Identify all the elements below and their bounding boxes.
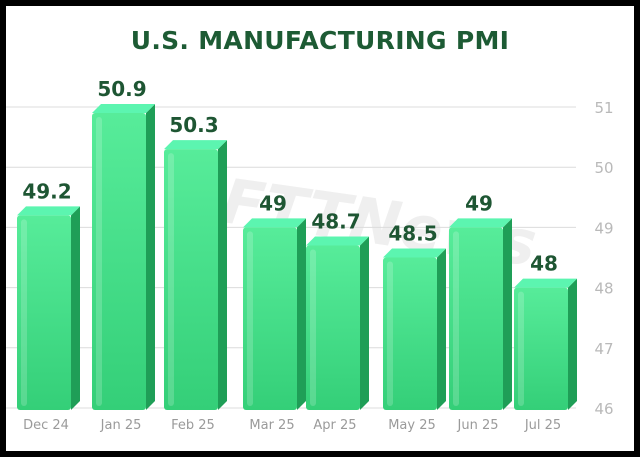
y-tick-label: 48: [594, 280, 613, 298]
bar: [243, 218, 306, 410]
bar: [17, 206, 80, 410]
data-label: 50.3: [169, 113, 218, 137]
y-tick-label: 50: [594, 159, 613, 177]
bar-front-face: [449, 227, 503, 410]
bar-front-face: [243, 227, 297, 410]
bar-front-face: [514, 287, 568, 410]
bar: [449, 218, 512, 410]
bar-top-face: [17, 206, 80, 216]
chart-title: U.S. MANUFACTURING PMI: [130, 26, 510, 55]
x-tick-label: Jun 25: [457, 418, 499, 433]
bar-side-face: [503, 218, 512, 410]
y-tick-label: 49: [594, 219, 613, 237]
bar-highlight: [387, 261, 393, 406]
bar-highlight: [247, 231, 253, 406]
bar-side-face: [297, 218, 306, 410]
bar-top-face: [514, 278, 577, 288]
x-tick-label: Mar 25: [249, 418, 294, 433]
bar-front-face: [383, 257, 437, 410]
data-label: 49.2: [22, 179, 71, 203]
y-axis-ticks: 51 50 49 48 47 46: [594, 99, 613, 418]
bar-highlight: [21, 219, 27, 406]
data-label: 49: [259, 191, 287, 215]
bar-top-face: [92, 104, 155, 114]
data-label: 49: [465, 191, 493, 215]
bar-highlight: [518, 291, 524, 406]
x-tick-label: Apr 25: [313, 418, 356, 433]
data-label: 48.7: [311, 209, 360, 233]
chart-frame: FTTNews 49.2 50.9 50.3 49 48.7 48.5 49 48 Dec 2…: [6, 6, 634, 451]
data-labels: 49.2 50.9 50.3 49 48.7 48.5 49 48: [22, 77, 558, 276]
bar-top-face: [243, 218, 306, 228]
bar-top-face: [164, 140, 227, 150]
data-label: 48.5: [388, 222, 437, 246]
bar-top-face: [449, 218, 512, 228]
bar-front-face: [17, 215, 71, 410]
bar-side-face: [360, 236, 369, 410]
bar-front-face: [306, 245, 360, 410]
bar: [306, 236, 369, 410]
bar-highlight: [96, 117, 102, 407]
x-tick-label: Jan 25: [100, 418, 142, 433]
bar-side-face: [218, 140, 227, 410]
y-tick-label: 51: [594, 99, 613, 117]
bar: [164, 140, 227, 410]
bar-front-face: [164, 149, 218, 410]
bars: [17, 104, 577, 411]
data-label: 50.9: [97, 77, 146, 101]
y-tick-label: 46: [594, 400, 613, 418]
bar-side-face: [71, 206, 80, 410]
y-tick-label: 47: [594, 340, 613, 358]
bar-side-face: [568, 278, 577, 410]
x-tick-label: Feb 25: [171, 418, 215, 433]
bar-side-face: [437, 248, 446, 410]
bar-highlight: [453, 231, 459, 406]
x-axis-ticks: Dec 24 Jan 25 Feb 25 Mar 25 Apr 25 May 25 Jun …: [23, 418, 561, 433]
bar: [383, 248, 446, 410]
x-tick-label: Dec 24: [23, 418, 69, 433]
bar-top-face: [383, 248, 446, 258]
bar-top-face: [306, 236, 369, 246]
bar-highlight: [168, 153, 174, 406]
bar-side-face: [146, 104, 155, 411]
bar: [92, 104, 155, 411]
bar: [514, 278, 577, 410]
x-tick-label: May 25: [388, 418, 436, 433]
bar-highlight: [310, 249, 316, 406]
bar-chart: 49.2 50.9 50.3 49 48.7 48.5 49 48 Dec 24 Jan 25 F…: [6, 77, 614, 433]
data-label: 48: [530, 252, 558, 276]
bar-front-face: [92, 113, 146, 411]
x-tick-label: Jul 25: [524, 418, 561, 433]
